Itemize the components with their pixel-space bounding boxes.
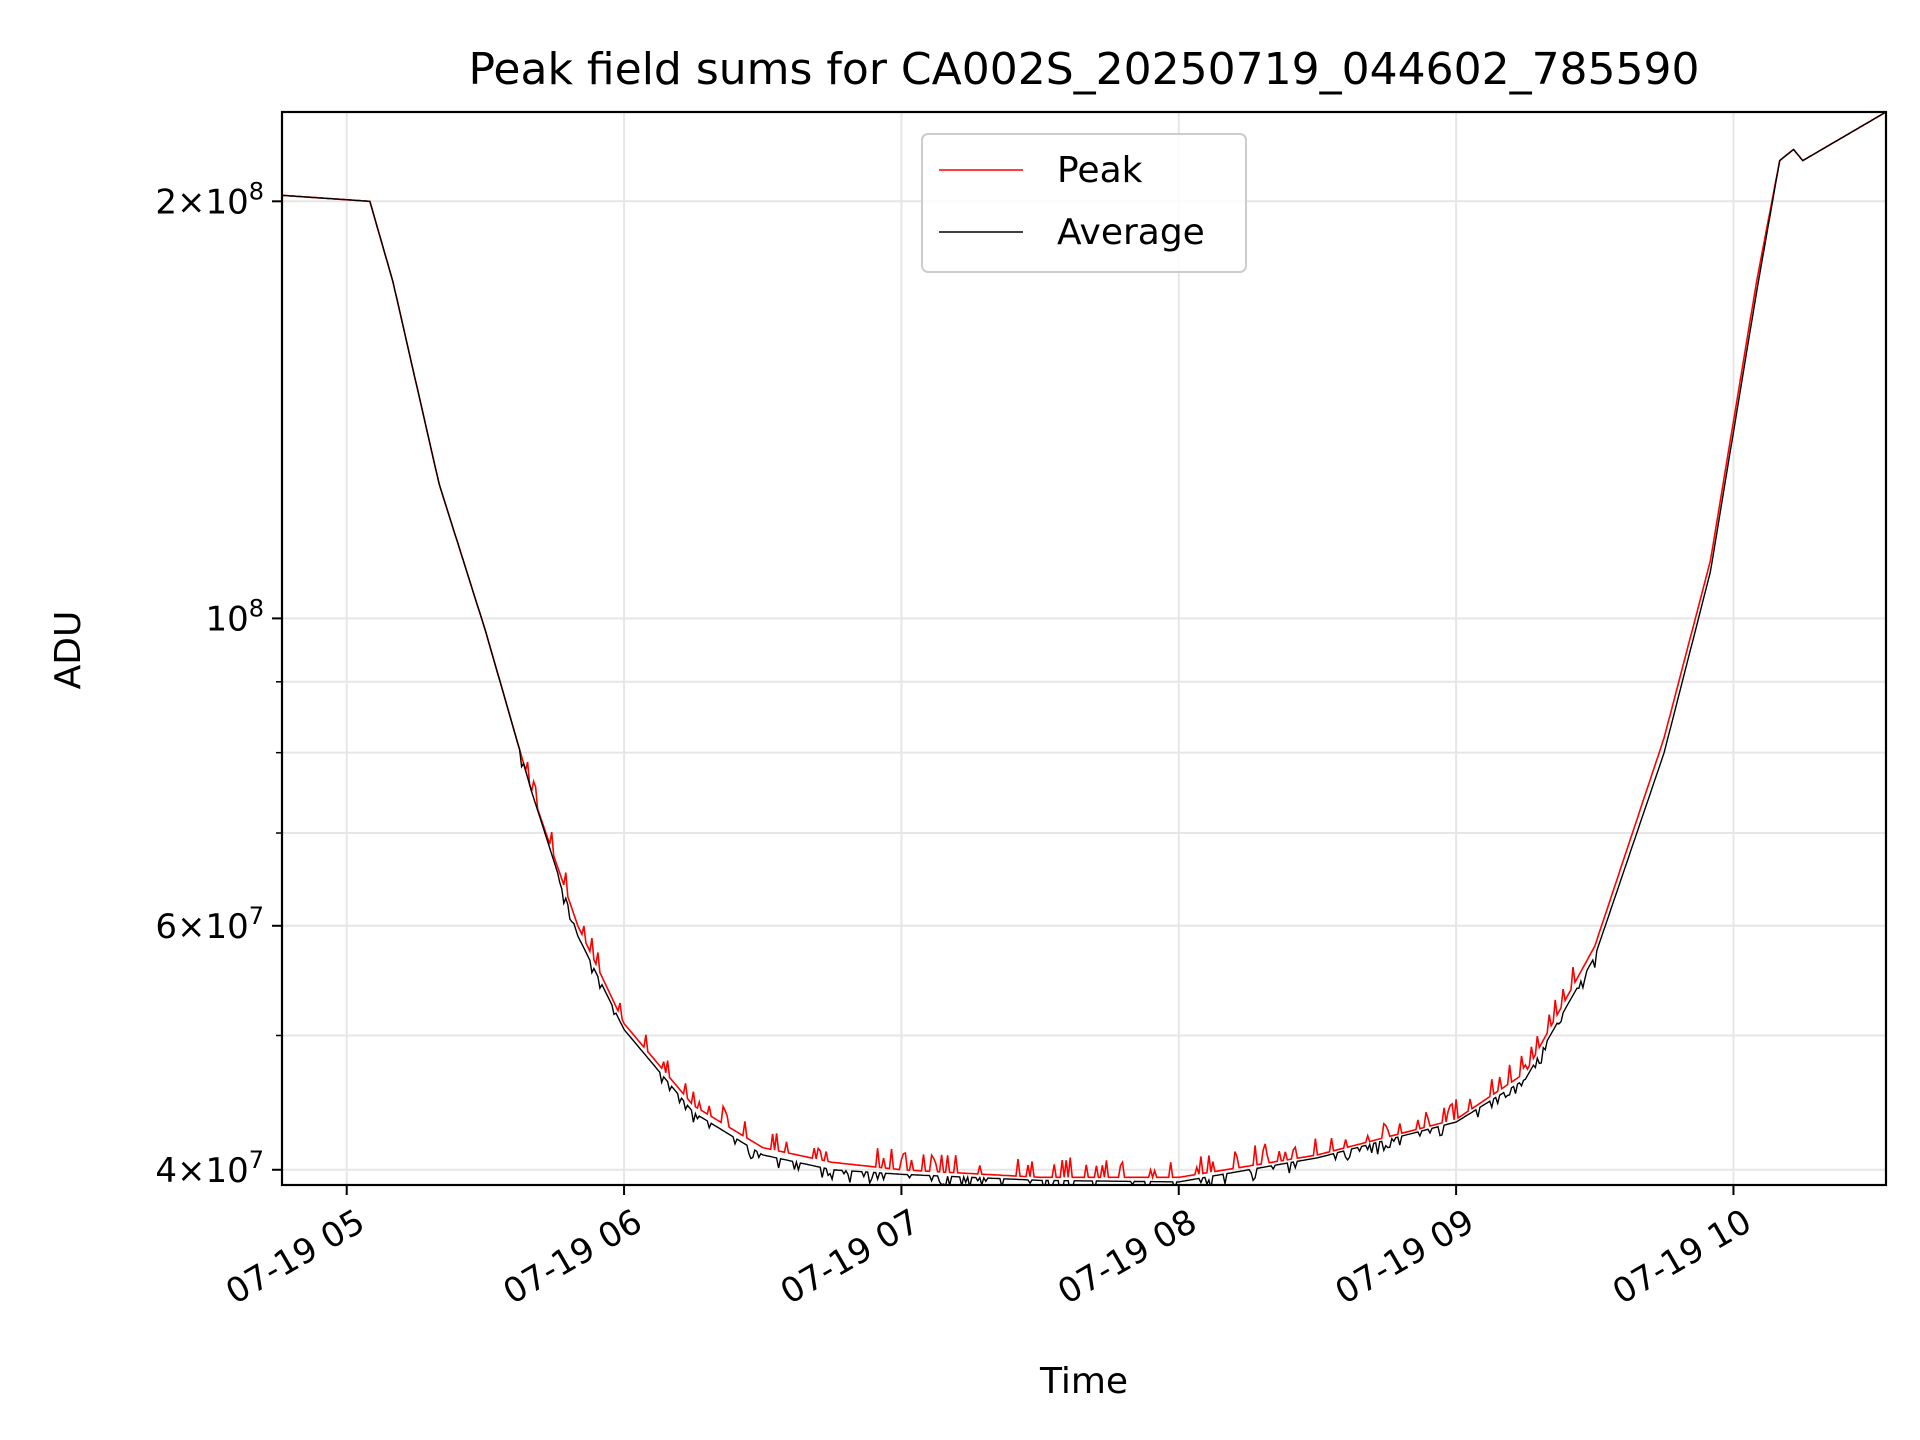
y-tick-label: 2×108	[155, 177, 264, 222]
x-axis: 07-19 05 07-19 06 07-19 07 07-19 08 07-19 09…	[219, 1185, 1758, 1313]
plot-frame	[280, 110, 1888, 1187]
x-axis-label: Time	[1039, 1361, 1128, 1402]
x-tick-label: 07-19 08	[1051, 1202, 1203, 1313]
x-tick-label: 07-19 09	[1329, 1202, 1481, 1313]
chart-title: Peak field sums for CA002S_20250719_0446…	[468, 44, 1699, 95]
series-line-average	[282, 112, 1886, 1185]
y-tick-label: 4×107	[155, 1146, 264, 1191]
series-layer	[282, 112, 1886, 1185]
series-line-peak	[282, 112, 1886, 1181]
grid	[282, 112, 1886, 1185]
legend-average-label: Average	[1057, 212, 1205, 253]
x-tick-label: 07-19 05	[219, 1202, 371, 1313]
y-tick-label: 6×107	[155, 902, 264, 947]
legend: Peak Average	[921, 133, 1247, 273]
y-axis: 2×108 108 6×107 4×107	[155, 177, 282, 1191]
x-tick-label: 07-19 06	[497, 1202, 649, 1313]
y-axis-label: ADU	[48, 611, 89, 690]
y-tick-label: 108	[205, 594, 264, 639]
legend-box	[921, 133, 1247, 273]
x-tick-label: 07-19 07	[774, 1202, 926, 1313]
legend-peak-label: Peak	[1057, 150, 1143, 191]
x-tick-label: 07-19 10	[1606, 1202, 1758, 1313]
